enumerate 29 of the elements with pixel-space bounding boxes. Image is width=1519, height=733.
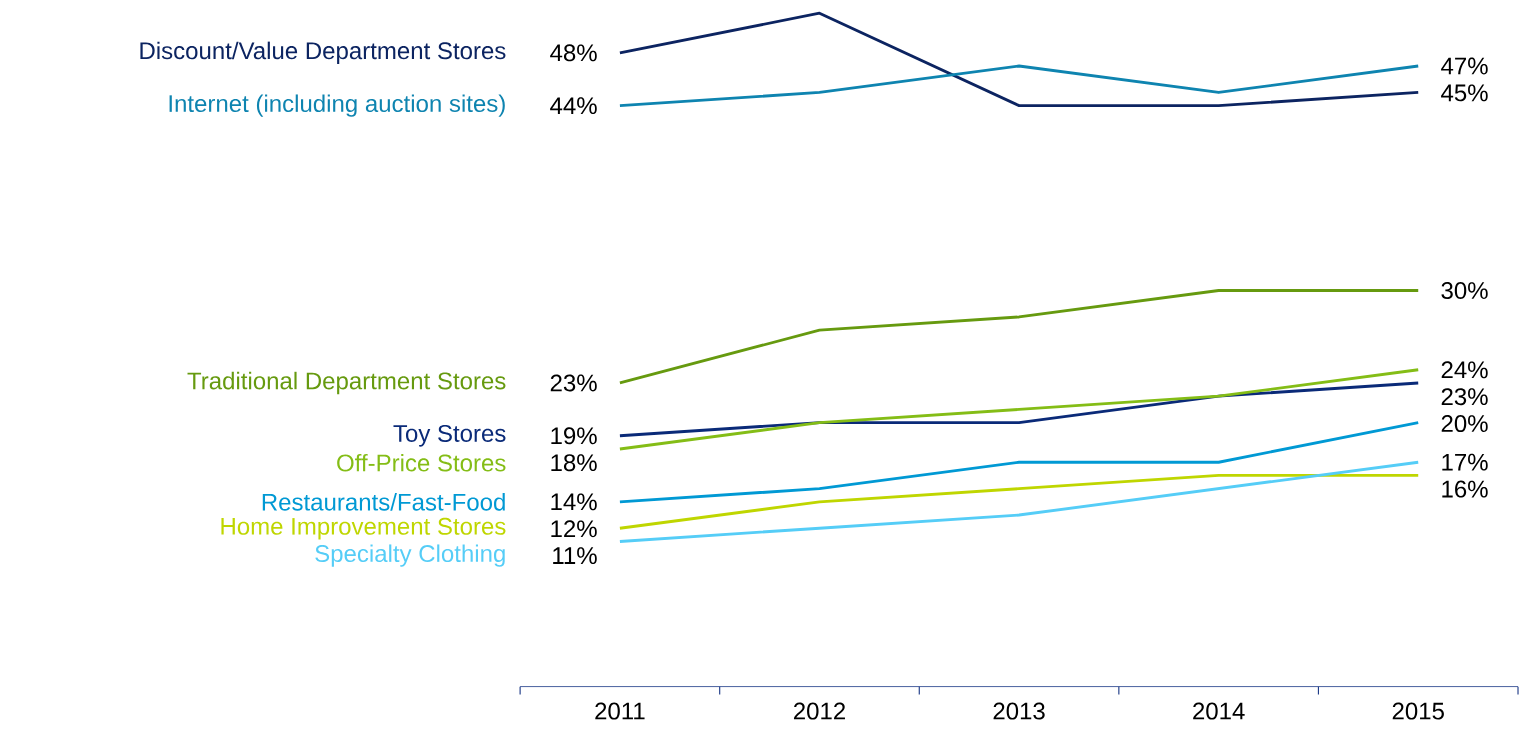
data-label: 11% xyxy=(553,547,597,565)
x-tick-label: 2011 xyxy=(595,702,645,720)
x-tick-label: 2014 xyxy=(1193,702,1245,720)
x-tick-label: 2013 xyxy=(993,702,1045,720)
data-label: 20% xyxy=(1441,415,1488,433)
data-label: 18% xyxy=(551,454,597,472)
text: Off-Price Stores xyxy=(337,453,506,472)
data-label: 19% xyxy=(551,427,597,445)
x-tick-label: 2015 xyxy=(1392,702,1444,720)
text: Toy Stores xyxy=(393,425,506,447)
data-label: 24% xyxy=(1441,361,1488,379)
data-label: 23% xyxy=(1441,388,1488,406)
data-label: 23% xyxy=(550,374,597,392)
x-tick-label: 2012 xyxy=(793,702,845,720)
data-label: 30% xyxy=(1441,282,1488,300)
data-label: 12% xyxy=(551,520,597,538)
text: Specialty Clothing xyxy=(315,544,505,567)
data-label: 17% xyxy=(1442,453,1488,471)
text: Restaurants/Fast-Food xyxy=(262,493,505,511)
data-label: 14% xyxy=(551,493,597,511)
text: Discount/Value Department Stores xyxy=(140,41,506,65)
data-label: 16% xyxy=(1442,480,1488,498)
data-label: 45% xyxy=(1441,84,1488,102)
data-label: 48% xyxy=(550,44,597,62)
text: Internet (including auction sites) xyxy=(169,94,505,117)
text: Traditional Department Stores xyxy=(187,371,506,395)
text: Home Improvement Stores xyxy=(221,517,506,540)
data-label: 47% xyxy=(1441,57,1488,75)
data-label: 44% xyxy=(550,97,597,115)
